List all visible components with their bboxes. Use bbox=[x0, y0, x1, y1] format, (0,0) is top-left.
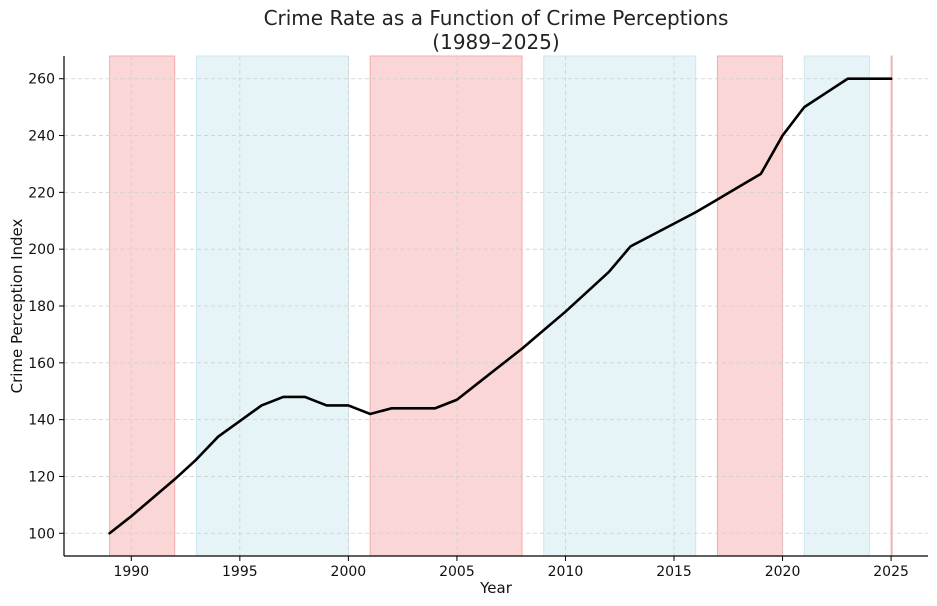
grid-lines bbox=[64, 56, 928, 556]
y-tick-label-220: 220 bbox=[28, 185, 55, 201]
y-tick-label-100: 100 bbox=[28, 526, 55, 542]
x-tick-label-2015: 2015 bbox=[656, 564, 692, 580]
y-axis-ticks: 100 120 140 160 180 200 220 240 260 bbox=[28, 72, 64, 542]
y-tick-label-240: 240 bbox=[28, 129, 55, 145]
y-tick-label-180: 180 bbox=[28, 299, 55, 315]
x-tick-label-2010: 2010 bbox=[548, 564, 584, 580]
y-tick-label-200: 200 bbox=[28, 242, 55, 258]
y-tick-label-140: 140 bbox=[28, 413, 55, 429]
y-axis-label: Crime Perception Index bbox=[8, 218, 26, 393]
x-tick-label-1995: 1995 bbox=[222, 564, 258, 580]
series-layer bbox=[108, 77, 893, 535]
y-tick-label-260: 260 bbox=[28, 72, 55, 88]
x-tick-label-2000: 2000 bbox=[331, 564, 367, 580]
x-axis-ticks: 1990 1995 2000 2005 2010 2015 2020 2025 bbox=[113, 556, 909, 580]
x-axis-label: Year bbox=[479, 579, 513, 597]
x-tick-label-1990: 1990 bbox=[113, 564, 149, 580]
x-tick-label-2020: 2020 bbox=[765, 564, 801, 580]
y-tick-label-160: 160 bbox=[28, 356, 55, 372]
y-tick-label-120: 120 bbox=[28, 469, 55, 485]
chart-subtitle: (1989–2025) bbox=[432, 30, 559, 54]
x-tick-label-2005: 2005 bbox=[439, 564, 475, 580]
chart-title: Crime Rate as a Function of Crime Percep… bbox=[264, 6, 729, 30]
x-tick-label-2025: 2025 bbox=[873, 564, 909, 580]
